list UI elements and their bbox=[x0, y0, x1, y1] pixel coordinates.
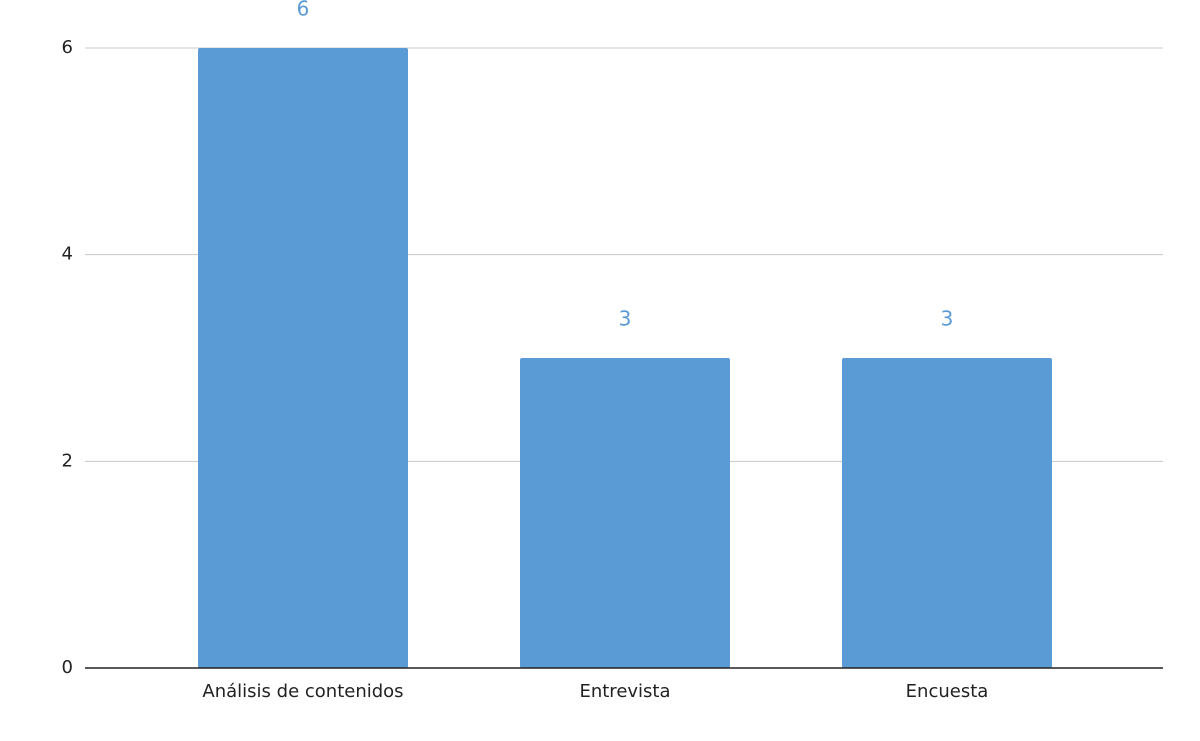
y-tick-label: 4 bbox=[62, 244, 73, 265]
y-tick-label: 6 bbox=[62, 37, 73, 58]
bar bbox=[842, 358, 1052, 668]
y-tick-label: 2 bbox=[62, 450, 73, 471]
x-tick-label: Encuesta bbox=[906, 681, 989, 702]
data-label: 3 bbox=[619, 307, 632, 331]
x-tick-label: Entrevista bbox=[579, 681, 670, 702]
bar bbox=[198, 48, 408, 668]
data-label: 6 bbox=[297, 0, 310, 21]
data-label: 3 bbox=[941, 307, 954, 331]
bar bbox=[520, 358, 730, 668]
x-tick-label: Análisis de contenidos bbox=[202, 681, 403, 702]
y-tick-label: 0 bbox=[62, 657, 73, 678]
